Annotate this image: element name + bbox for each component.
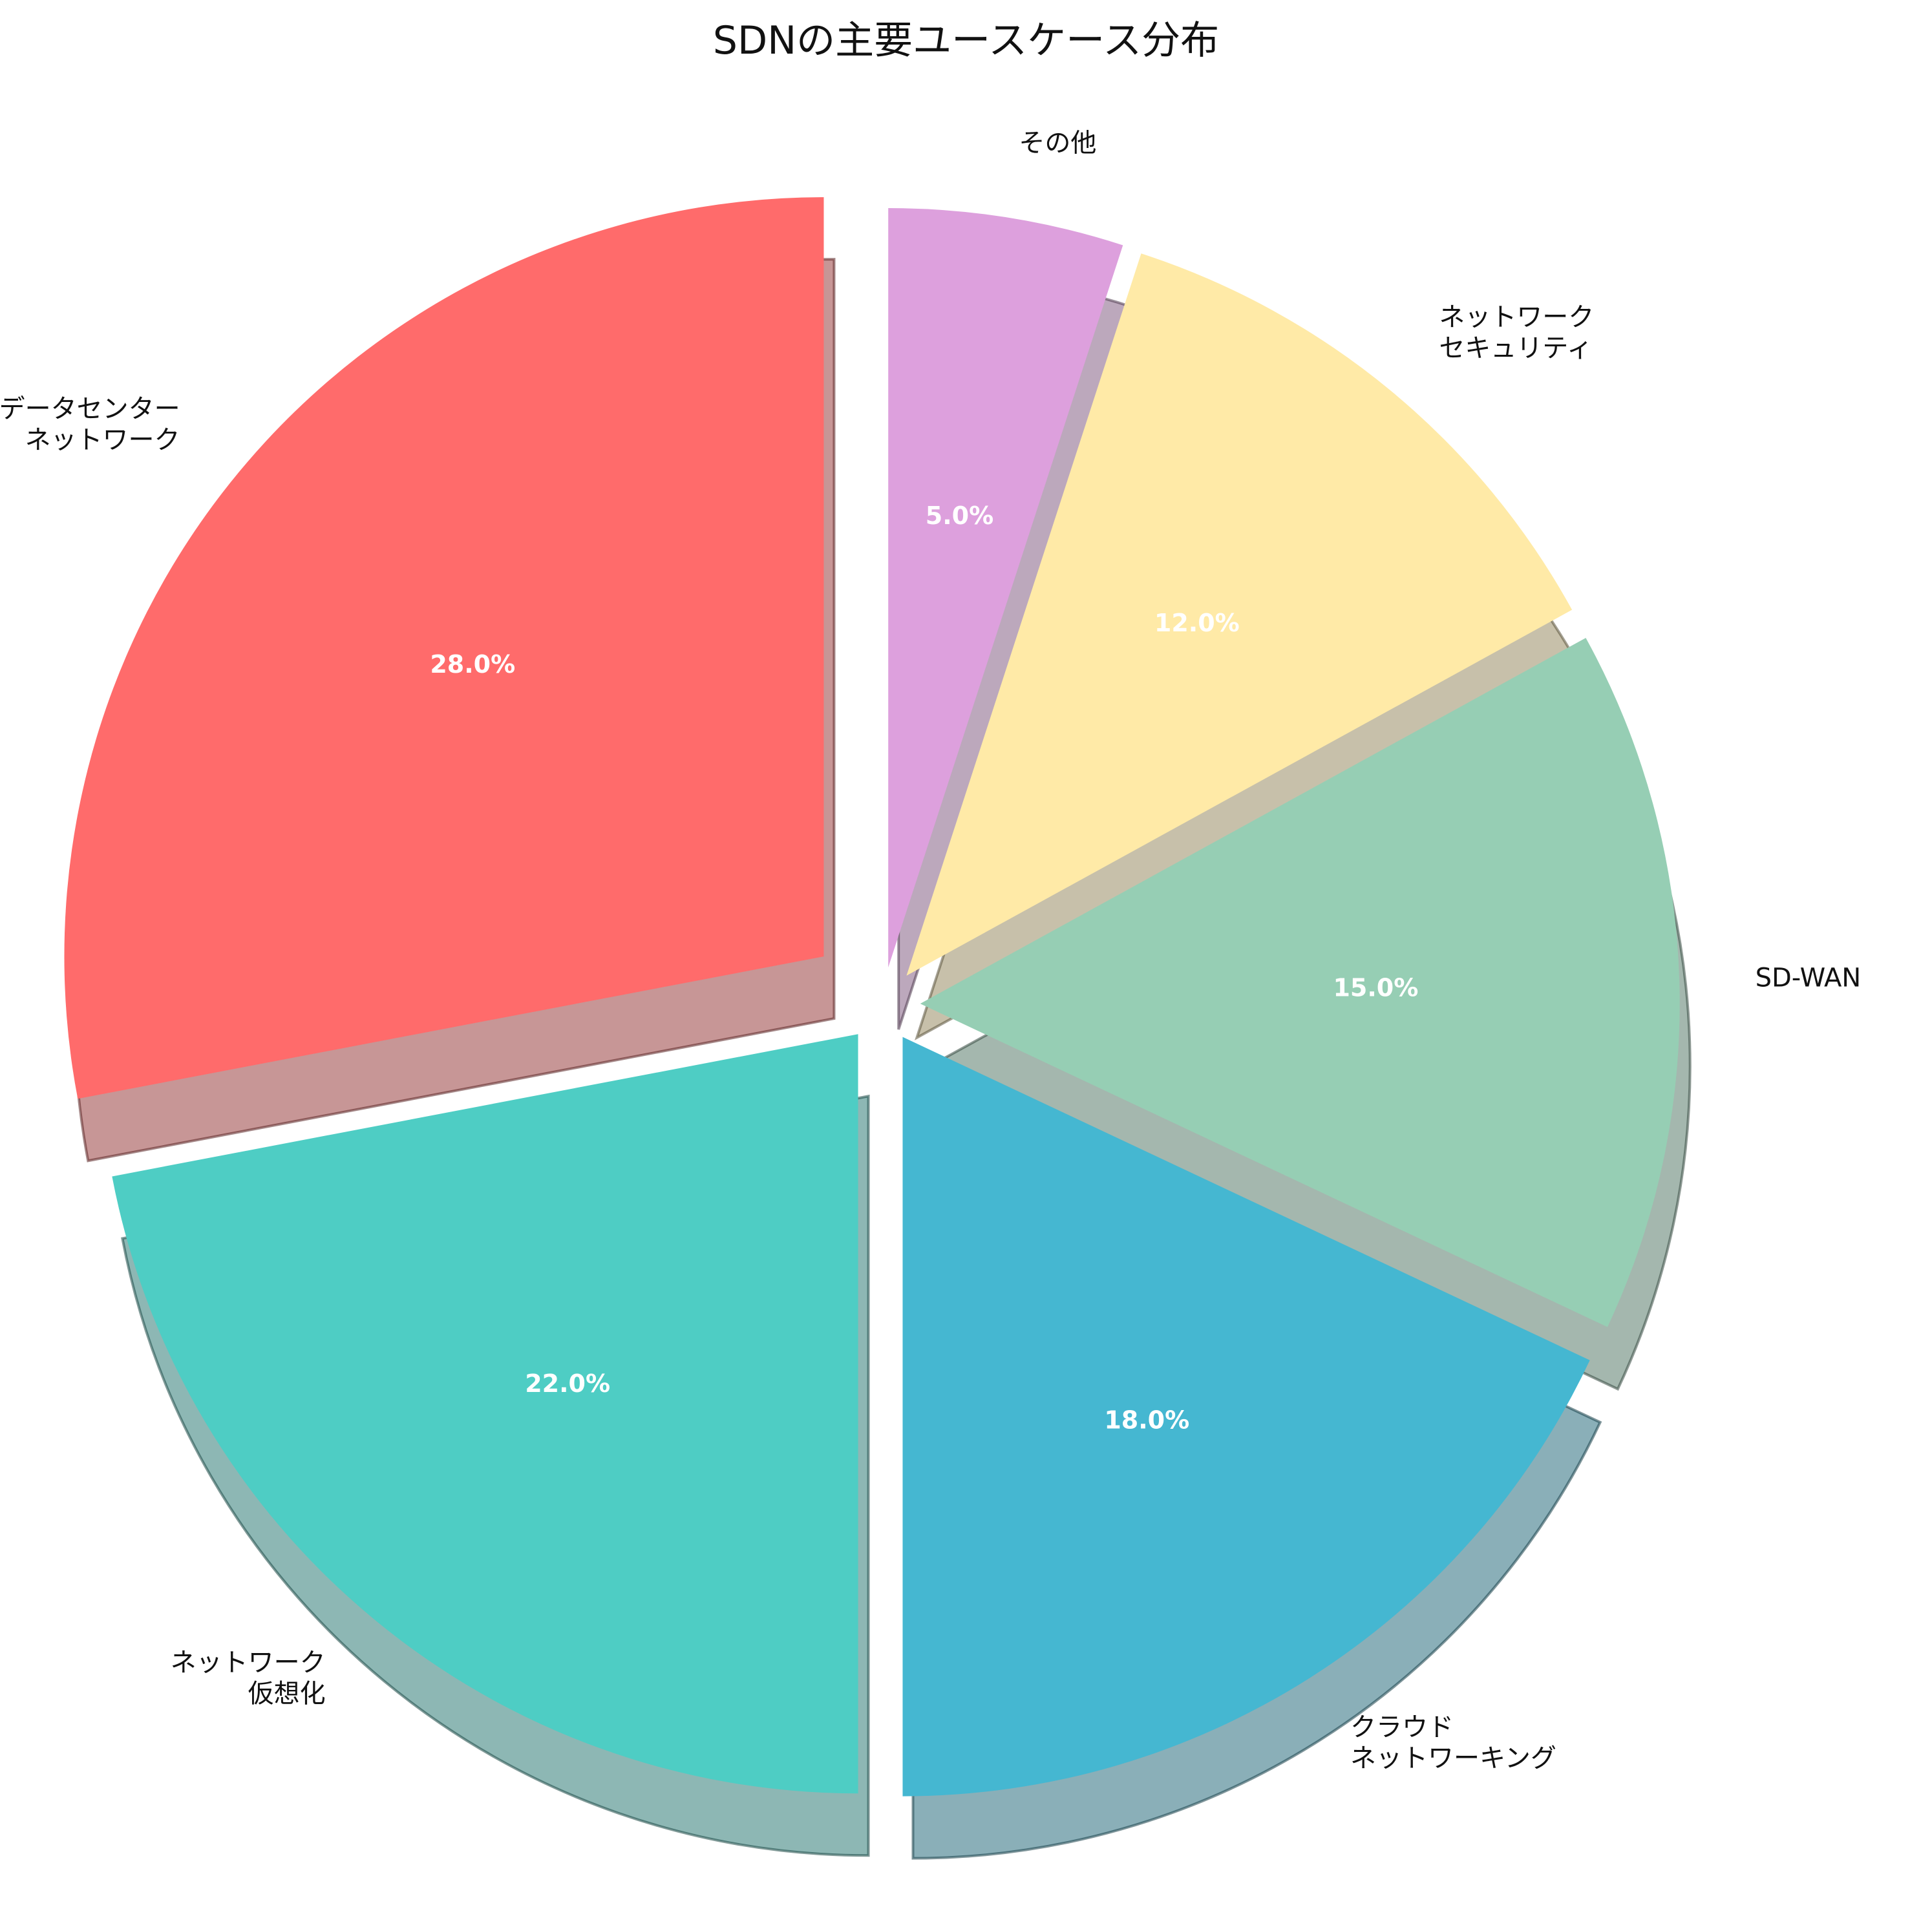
slice-2-wedge (112, 1034, 858, 1794)
slice-1-category-label: データセンターネットワーク (0, 394, 180, 455)
label-layer: 28.0% データセンターネットワーク 22.0% ネットワーク仮想化 18.0% クラウ… (0, 128, 1861, 1773)
slice-2-category-label: ネットワーク仮想化 (171, 1648, 326, 1709)
slice-5-category-label: ネットワークセキュリティ (1439, 302, 1594, 363)
slice-5-percent-label: 12.0% (1154, 609, 1240, 637)
slice-1-percent-label: 28.0% (430, 650, 515, 679)
slice-4-percent-label: 15.0% (1333, 974, 1418, 1002)
slice-3-percent-label: 18.0% (1104, 1406, 1189, 1434)
slice-6-wedge (888, 207, 1123, 967)
slice-4-category-label: SD-WAN (1756, 964, 1862, 993)
slice-5-wedge (906, 253, 1573, 976)
slice-layer (64, 197, 1680, 1797)
slice-6-category-label: その他 (1019, 128, 1096, 158)
slice-2-percent-label: 22.0% (525, 1369, 610, 1398)
chart-title: SDNの主要ユースケース分布 (712, 18, 1220, 63)
slice-3-category-label: クラウドネットワーキング (1350, 1712, 1556, 1773)
slice-6-percent-label: 5.0% (926, 501, 993, 530)
slice-3-wedge (902, 1037, 1590, 1797)
slice-1-wedge (64, 197, 824, 1099)
slice-4-wedge (920, 638, 1680, 1327)
